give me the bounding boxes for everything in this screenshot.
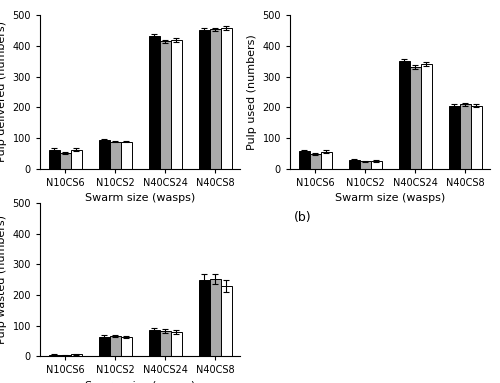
Bar [220,28,232,169]
Bar [60,153,70,169]
Bar [448,106,460,169]
Text: (a): (a) [44,211,62,224]
Bar [210,29,220,169]
Bar [460,104,470,169]
Bar [298,151,310,169]
Bar [110,142,120,169]
Bar [198,30,209,169]
Bar [98,140,110,169]
Bar [470,106,482,169]
Text: (b): (b) [294,211,312,224]
Bar [348,160,360,169]
Y-axis label: Pulp used (numbers): Pulp used (numbers) [247,34,257,150]
Bar [148,36,160,169]
Bar [220,286,232,356]
Bar [310,154,320,169]
Bar [410,67,420,169]
Bar [48,355,60,356]
Bar [70,354,82,356]
Bar [170,332,181,356]
Bar [148,330,160,356]
Bar [60,355,70,356]
Bar [48,149,60,169]
X-axis label: Swarm size (wasps): Swarm size (wasps) [335,193,445,203]
Bar [120,142,132,169]
Bar [120,337,132,356]
Bar [70,149,82,169]
Bar [370,161,382,169]
Bar [98,337,110,356]
Y-axis label: Pulp wasted (numbers): Pulp wasted (numbers) [0,215,7,344]
Bar [398,61,409,169]
Bar [420,64,432,169]
Bar [110,336,120,356]
Bar [320,152,332,169]
Bar [160,41,170,169]
Bar [198,280,209,356]
Bar [170,40,181,169]
Bar [210,279,220,356]
Y-axis label: Pulp delivered (numbers): Pulp delivered (numbers) [0,21,7,162]
X-axis label: Swarm size (wasps): Swarm size (wasps) [85,193,195,203]
Bar [160,331,170,356]
Bar [360,161,370,169]
X-axis label: Swarm size (wasps): Swarm size (wasps) [85,381,195,383]
